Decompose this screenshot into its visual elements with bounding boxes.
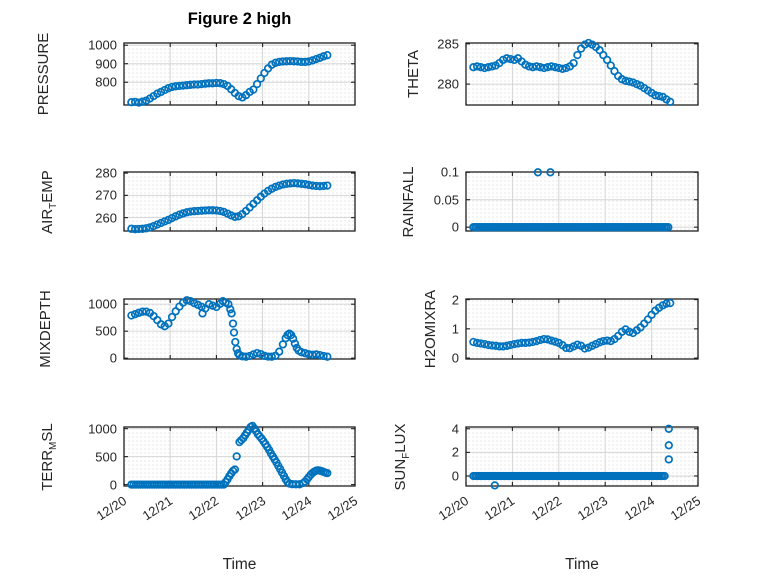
ylabel-text: TERR <box>39 449 56 491</box>
figure-title: Figure 2 high <box>187 10 292 28</box>
ylabel-text: MIXDEPTH <box>37 290 54 368</box>
scatter-series-H2OMIXRA <box>469 298 675 353</box>
y-tick-label: 280 <box>95 165 117 181</box>
axes-box <box>123 171 356 232</box>
scatter-series-RAINFALL <box>469 168 673 232</box>
y-tick-label: 270 <box>95 187 117 203</box>
minor-grid <box>467 173 697 230</box>
scatter-series-THETA <box>469 38 675 106</box>
y-tick-label: 1000 <box>88 37 117 53</box>
major-grid <box>125 44 354 104</box>
y-tick-label: 500 <box>95 323 117 339</box>
y-tick-label: 500 <box>95 449 117 465</box>
subplot-TERR_MSL <box>123 421 356 489</box>
ylabel-text: H2OMIXRA <box>422 289 439 369</box>
y-tick-label: 0 <box>451 219 459 235</box>
subplot-MIXDEPTH <box>123 296 356 361</box>
y-axis-label-RAINFALL: RAINFALL <box>400 127 418 277</box>
y-tick-label: 2 <box>451 292 459 308</box>
y-tick-label: 0 <box>451 468 459 484</box>
y-tick-label: 285 <box>437 36 459 52</box>
y-tick-label: 0.05 <box>433 192 459 208</box>
ylabel-text: EMP <box>39 169 56 203</box>
y-tick-label: 0 <box>109 477 117 493</box>
y-tick-label: 280 <box>437 76 459 92</box>
ylabel-subscript: T <box>48 202 59 209</box>
y-tick-label: 2 <box>451 444 459 460</box>
ylabel-text: THETA <box>405 49 422 99</box>
ylabel-text: PRESSURE <box>35 32 52 116</box>
y-tick-label: 0.1 <box>440 164 459 180</box>
ylabel-text: SUN <box>392 458 409 490</box>
ylabel-text: LUX <box>392 423 409 453</box>
subplot-H2OMIXRA <box>465 298 699 360</box>
axes-box <box>465 426 699 487</box>
y-tick-label: 260 <box>95 210 117 226</box>
ylabel-text: SL <box>39 422 56 442</box>
scatter-series-PRESSURE <box>127 51 332 107</box>
y-tick-label: 0 <box>109 350 117 366</box>
subplot-PRESSURE <box>123 42 356 107</box>
major-grid <box>125 300 354 358</box>
subplot-AIR_TEMP <box>123 171 356 234</box>
axes-box <box>123 426 356 487</box>
y-tick-label: 1 <box>451 321 459 337</box>
subplot-THETA <box>465 38 699 106</box>
y-tick-label: 800 <box>95 74 117 90</box>
y-tick-label: 4 <box>451 421 459 437</box>
x-axis-label-right: Time <box>565 556 599 573</box>
y-axis-label-SUN_FLUX: SUNFLUX <box>392 382 412 532</box>
scatter-series-AIR_TEMP <box>127 178 332 234</box>
scatter-series-SUN_FLUX <box>469 424 673 490</box>
subplot-RAINFALL <box>465 168 699 232</box>
scatter-series-TERR_MSL <box>127 421 332 489</box>
y-tick-label: 900 <box>95 56 117 72</box>
y-tick-label: 1000 <box>88 421 117 437</box>
subplot-SUN_FLUX <box>465 424 699 490</box>
y-axis-label-H2OMIXRA: H2OMIXRA <box>422 254 440 404</box>
ylabel-text: AIR <box>39 208 56 234</box>
y-axis-label-TERR_MSL: TERRMSL <box>39 382 59 532</box>
tick-marks <box>123 172 356 231</box>
y-tick-label: 0 <box>451 350 459 366</box>
axes-box <box>123 42 356 106</box>
ylabel-subscript: M <box>48 441 59 450</box>
ylabel-subscript: F <box>401 452 412 459</box>
scatter-series-MIXDEPTH <box>127 296 332 361</box>
x-axis-label-left: Time <box>222 556 257 573</box>
axes-box <box>465 298 699 360</box>
ylabel-text: RAINFALL <box>400 166 417 237</box>
y-tick-label: 1000 <box>88 296 117 312</box>
